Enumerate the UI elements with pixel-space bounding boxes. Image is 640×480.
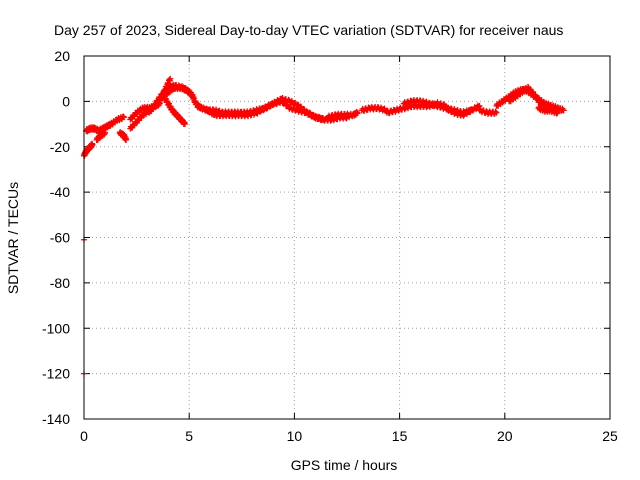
y-tick-label: -140: [42, 411, 70, 427]
y-axis-label: SDTVAR / TECUs: [5, 182, 21, 294]
x-tick-label: 5: [185, 428, 193, 444]
data-point: [181, 121, 188, 128]
data-point: [492, 108, 499, 115]
data-point: [120, 113, 127, 120]
data-point: [553, 110, 560, 117]
data-point: [294, 101, 301, 108]
y-tick-label: -40: [50, 184, 70, 200]
x-tick-label: 20: [497, 428, 513, 444]
y-tick-label: -20: [50, 139, 70, 155]
grid-lines: [84, 56, 610, 419]
data-point: [188, 91, 195, 98]
data-point: [167, 75, 174, 82]
y-tick-label: -80: [50, 275, 70, 291]
data-point: [554, 109, 561, 116]
data-point: [150, 105, 157, 112]
data-point: [560, 107, 567, 114]
data-point: [102, 130, 109, 137]
y-tick-label: 0: [62, 93, 70, 109]
data-point: [354, 109, 361, 116]
y-tick-label: -120: [42, 366, 70, 382]
data-point: [123, 136, 130, 143]
y-tick-label: -100: [42, 320, 70, 336]
data-points: [81, 75, 567, 377]
plot-frame: [83, 55, 611, 420]
x-tick-label: 10: [287, 428, 303, 444]
data-point: [120, 114, 127, 121]
data-point: [155, 98, 162, 105]
axis-ticks: 0 5 10 15 20 25 -140 -120 -100 -80 -60 -40 -20 0 20: [42, 48, 618, 444]
data-point: [89, 141, 96, 148]
data-point: [493, 109, 500, 116]
data-point: [148, 108, 155, 115]
data-point: [531, 91, 538, 98]
y-tick-label: -60: [50, 230, 70, 246]
chart-title: Day 257 of 2023, Sidereal Day-to-day VTE…: [54, 22, 563, 38]
x-tick-label: 15: [392, 428, 408, 444]
y-tick-label: 20: [54, 48, 70, 64]
x-axis-label: GPS time / hours: [291, 457, 398, 473]
x-tick-label: 25: [602, 428, 618, 444]
x-tick-label: 0: [80, 428, 88, 444]
